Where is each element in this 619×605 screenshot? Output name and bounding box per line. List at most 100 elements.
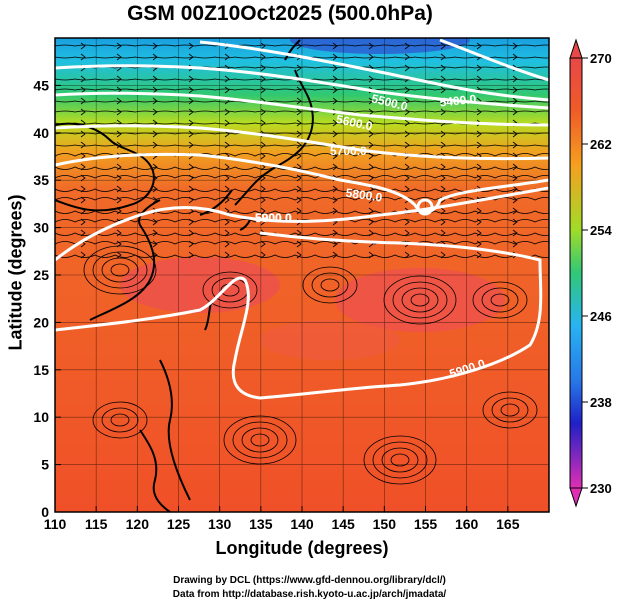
streamline-arrow xyxy=(260,196,266,204)
streamline-arrow xyxy=(440,251,446,259)
streamline-arrow xyxy=(80,152,86,160)
streamline-arrow xyxy=(476,64,482,72)
streamline-arrow xyxy=(80,207,86,215)
streamline-arrow xyxy=(80,229,86,237)
streamline-arrow xyxy=(116,174,122,182)
contour-label-5400: 5400.0 xyxy=(439,92,477,110)
circulation-swirl xyxy=(241,427,279,453)
streamline-arrow xyxy=(512,240,518,248)
circulation-swirl xyxy=(481,287,519,313)
streamline-arrow xyxy=(116,53,122,61)
streamline-arrow xyxy=(296,152,302,160)
streamline-arrow xyxy=(296,64,302,72)
streamline-arrow xyxy=(80,42,86,50)
circulation-swirl xyxy=(381,447,419,473)
x-tick-label: 160 xyxy=(455,516,479,532)
colorbar-tick-label: 230 xyxy=(590,481,612,496)
streamline-arrow xyxy=(404,218,410,226)
x-tick-label: 125 xyxy=(167,516,191,532)
streamline-arrow xyxy=(260,119,266,127)
streamline-arrow xyxy=(80,251,86,259)
streamline-arrow xyxy=(80,196,86,204)
streamline-arrow xyxy=(368,42,374,50)
streamline-arrow xyxy=(404,119,410,127)
streamline-arrow xyxy=(224,163,230,171)
streamline-arrow xyxy=(476,75,482,83)
warm-region-west xyxy=(120,257,280,313)
streamline-arrow xyxy=(224,141,230,149)
streamline-arrow xyxy=(296,141,302,149)
streamline-arrow xyxy=(440,108,446,116)
y-tick-label: 35 xyxy=(33,172,49,188)
x-tick-label: 115 xyxy=(85,516,108,532)
streamline-arrow xyxy=(224,53,230,61)
streamline-arrow xyxy=(152,163,158,171)
streamline-arrow xyxy=(332,42,338,50)
streamline xyxy=(55,197,549,201)
wind-streamlines xyxy=(55,42,549,485)
streamline-arrow xyxy=(440,141,446,149)
streamline xyxy=(55,110,549,113)
streamline-arrow xyxy=(116,207,122,215)
streamline-arrow xyxy=(404,185,410,193)
streamline-arrow xyxy=(80,185,86,193)
streamline-arrow xyxy=(368,108,374,116)
y-tick-label: 20 xyxy=(33,314,49,330)
contour-5500 xyxy=(55,64,549,110)
streamline-arrow xyxy=(152,218,158,226)
streamline-arrow xyxy=(476,229,482,237)
colorbar-body xyxy=(569,57,583,489)
streamline-arrow xyxy=(296,130,302,138)
circulation-swirl xyxy=(83,245,157,295)
streamline-arrow xyxy=(512,42,518,50)
streamline-arrow xyxy=(224,218,230,226)
streamline-arrow xyxy=(332,86,338,94)
y-tick-label: 25 xyxy=(33,267,49,283)
contour-5600 xyxy=(55,91,549,127)
streamline-arrow xyxy=(440,207,446,215)
streamline-arrow xyxy=(440,53,446,61)
streamline-arrow xyxy=(296,108,302,116)
circulation-swirl xyxy=(320,278,340,292)
y-tick-label: 0 xyxy=(41,504,49,520)
contour-5700 xyxy=(55,124,549,161)
streamline-arrow xyxy=(188,141,194,149)
circulation-swirl xyxy=(490,293,510,307)
x-tick-label: 155 xyxy=(414,516,438,532)
streamline-arrow xyxy=(296,97,302,105)
streamline-arrow xyxy=(116,229,122,237)
streamline-arrow xyxy=(152,42,158,50)
streamline-arrow xyxy=(188,108,194,116)
streamline-arrow xyxy=(260,251,266,259)
credits: Drawing by DCL (https://www.gfd-dennou.o… xyxy=(0,574,619,602)
streamline-arrow xyxy=(296,86,302,94)
streamline-arrow xyxy=(224,185,230,193)
streamline-arrow xyxy=(152,75,158,83)
streamline-arrow xyxy=(224,240,230,248)
streamline-arrow xyxy=(368,207,374,215)
streamline-arrow xyxy=(440,86,446,94)
streamline-arrow xyxy=(260,42,266,50)
streamline-arrow xyxy=(368,75,374,83)
streamline xyxy=(55,175,549,179)
streamline-arrow xyxy=(476,240,482,248)
streamline-arrow xyxy=(332,185,338,193)
warm-region-east xyxy=(335,268,505,332)
streamline-arrow xyxy=(296,240,302,248)
y-tick-label: 5 xyxy=(41,457,49,473)
streamline-arrow xyxy=(116,185,122,193)
streamline-arrow xyxy=(512,130,518,138)
chart-title: GSM 00Z10Oct2025 (500.0hPa) xyxy=(127,2,433,25)
streamline-arrow xyxy=(296,185,302,193)
circulation-swirl xyxy=(92,251,148,289)
streamline-arrow xyxy=(224,86,230,94)
circulation-swirl xyxy=(401,287,439,313)
y-tick-label: 40 xyxy=(33,125,49,141)
streamline-arrow xyxy=(512,185,518,193)
streamline-arrow xyxy=(80,174,86,182)
streamline-arrow xyxy=(404,229,410,237)
circulation-swirl xyxy=(302,266,358,304)
streamline-arrow xyxy=(224,196,230,204)
streamline-arrow xyxy=(368,229,374,237)
streamline-arrow xyxy=(152,185,158,193)
